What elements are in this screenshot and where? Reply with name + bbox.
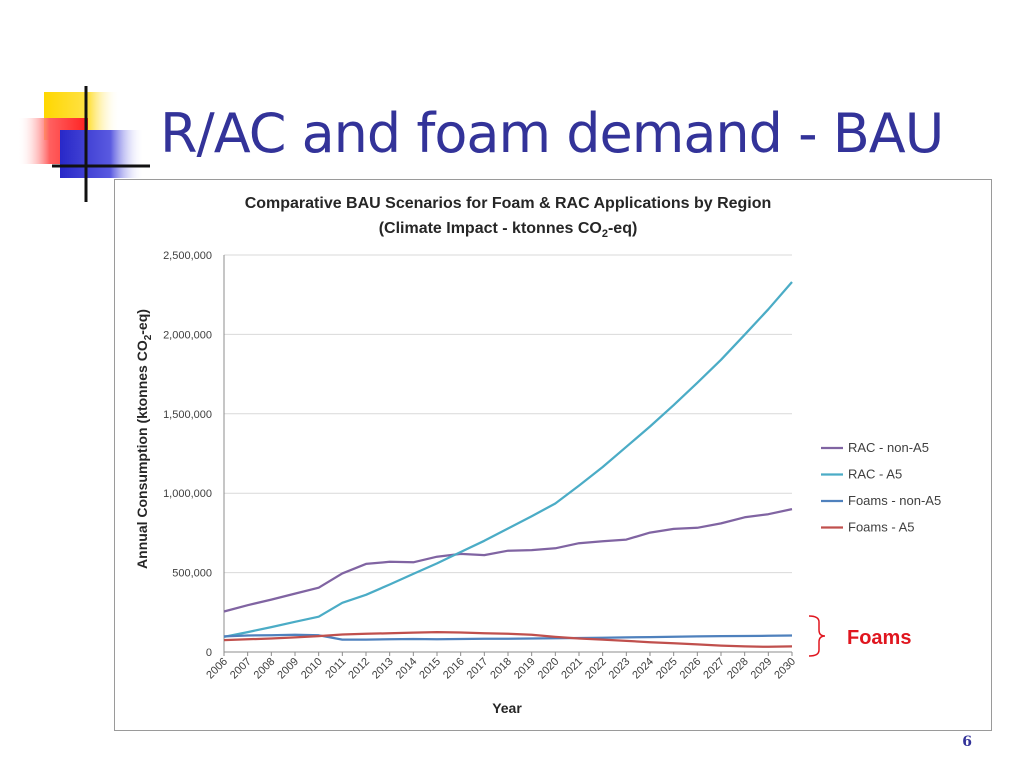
chart-title-line2-tail: -eq) <box>608 220 637 237</box>
x-tick-label: 2010 <box>299 656 325 682</box>
decorative-corner-graphic <box>18 86 150 202</box>
chart-title: Comparative BAU Scenarios for Foam & RAC… <box>245 195 772 240</box>
foams-annotation: Foams <box>808 615 911 657</box>
chart: Comparative BAU Scenarios for Foam & RAC… <box>134 195 941 716</box>
x-axis-title: Year <box>492 700 522 716</box>
x-tick-label: 2025 <box>654 656 680 682</box>
x-tick-label: 2015 <box>417 656 443 682</box>
gridlines <box>223 254 792 653</box>
slide-title: R/AC and foam demand - BAU <box>160 102 944 165</box>
x-tick-label: 2028 <box>725 656 751 682</box>
x-tick-label: 2018 <box>488 656 514 682</box>
y-tick-label: 1,000,000 <box>163 488 212 500</box>
x-tick-label: 2022 <box>583 656 609 682</box>
x-tick-label: 2017 <box>465 656 491 682</box>
x-tick-label: 2030 <box>772 656 798 682</box>
x-tick-label: 2019 <box>512 656 538 682</box>
x-tick-label: 2027 <box>701 656 727 682</box>
x-axis-ticks: 2006200720082009201020112012201320142015… <box>204 652 798 681</box>
x-tick-label: 2008 <box>252 656 278 682</box>
legend-label: Foams - A5 <box>848 520 914 535</box>
chart-frame: Comparative BAU Scenarios for Foam & RAC… <box>114 179 992 731</box>
x-tick-label: 2011 <box>323 656 348 681</box>
x-tick-label: 2021 <box>559 656 585 682</box>
foams-bracket <box>808 615 826 657</box>
series-line-rac-a5 <box>223 281 793 639</box>
x-tick-label: 2020 <box>536 656 562 682</box>
y-axis-ticks: 0 500,000 1,000,000 1,500,000 2,000,000 2,500… <box>163 250 212 659</box>
y-tick-label: 2,000,000 <box>163 329 212 341</box>
chart-title-line1: Comparative BAU Scenarios for Foam & RAC… <box>245 195 772 212</box>
series-lines <box>223 281 793 648</box>
y-tick-label: 0 <box>206 647 212 659</box>
x-tick-label: 2006 <box>204 656 230 682</box>
deco-blue-block <box>60 130 144 178</box>
y-tick-label: 2,500,000 <box>163 250 212 262</box>
x-tick-label: 2023 <box>607 656 633 682</box>
y-axis-title-tail: -eq) <box>134 309 150 335</box>
y-axis-title-main: Annual Consumption (ktonnes CO <box>134 340 150 569</box>
x-tick-label: 2014 <box>394 656 420 682</box>
x-tick-label: 2029 <box>749 656 775 682</box>
series-line-rac-non-a5 <box>223 508 793 613</box>
chart-title-line2-main: (Climate Impact - ktonnes CO <box>379 220 602 237</box>
x-tick-label: 2024 <box>630 656 656 682</box>
series-line-foams-a5 <box>223 630 793 648</box>
legend-label: Foams - non-A5 <box>848 493 941 508</box>
legend: RAC - non-A5 RAC - A5 Foams - non-A5 Foams … <box>821 440 941 535</box>
chart-title-line2: (Climate Impact - ktonnes CO2-eq) <box>379 220 638 240</box>
x-tick-label: 2007 <box>228 656 254 682</box>
x-tick-label: 2026 <box>678 656 704 682</box>
slide-number: 6 <box>962 734 972 750</box>
x-tick-label: 2012 <box>346 656 372 682</box>
foams-annotation-label: Foams <box>847 627 911 649</box>
chart-title-line2-subscript: 2 <box>602 228 608 240</box>
y-axis-title: Annual Consumption (ktonnes CO2-eq) <box>134 309 154 569</box>
x-tick-label: 2016 <box>441 656 467 682</box>
x-tick-label: 2013 <box>370 656 396 682</box>
y-tick-label: 500,000 <box>172 568 212 580</box>
legend-label: RAC - non-A5 <box>848 440 929 455</box>
x-tick-label: 2009 <box>275 656 301 682</box>
y-tick-label: 1,500,000 <box>163 409 212 421</box>
legend-label: RAC - A5 <box>848 467 902 482</box>
y-axis-title-subscript: 2 <box>143 334 154 340</box>
